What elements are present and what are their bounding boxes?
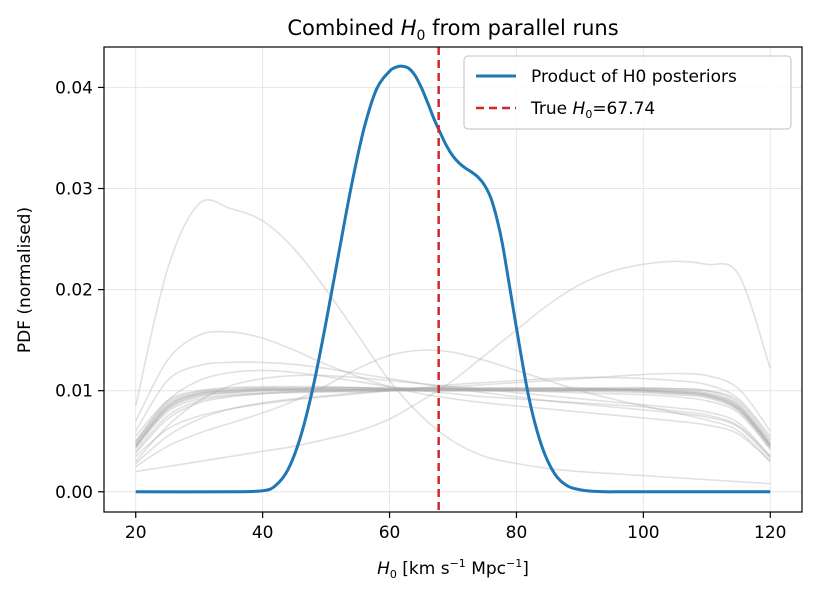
y-tick-label: 0.04 xyxy=(55,78,93,98)
run-posterior-line xyxy=(134,199,771,485)
product-posterior-line xyxy=(135,64,771,494)
run-posterior-line xyxy=(135,386,771,452)
x-tick-label: 40 xyxy=(252,523,274,543)
run-posterior-line xyxy=(135,387,771,454)
legend: Product of H0 posteriors True H0=67.74 xyxy=(463,55,792,130)
run-posterior-line xyxy=(135,387,771,446)
run-posterior-line xyxy=(135,387,771,445)
x-axis-label: H0 [km s−1 Mpc−1] xyxy=(377,557,529,581)
y-axis-ticks: 0.00 0.01 0.02 0.03 0.04 xyxy=(55,78,104,503)
run-posterior-line xyxy=(135,260,772,473)
run-posterior-line xyxy=(135,388,771,447)
legend-truth-label: True H0=67.74 xyxy=(530,99,655,121)
y-tick-label: 0.01 xyxy=(55,382,93,402)
run-posterior-line xyxy=(135,372,771,465)
x-axis-ticks: 20 40 60 80 100 120 xyxy=(125,512,786,543)
run-posterior-line xyxy=(135,386,771,449)
axes-frame xyxy=(103,46,803,513)
run-posterior-line xyxy=(135,386,771,446)
legend-box xyxy=(463,55,792,130)
legend-product-label: Product of H0 posteriors xyxy=(531,67,737,87)
y-tick-label: 0.00 xyxy=(55,483,93,503)
y-tick-label: 0.02 xyxy=(55,281,93,301)
run-posterior-line xyxy=(135,387,771,447)
chart-title: Combined H0 from parallel runs xyxy=(287,16,618,44)
run-posterior-line xyxy=(135,361,771,459)
run-posterior-line xyxy=(135,376,771,458)
y-tick-label: 0.03 xyxy=(55,180,93,200)
x-tick-label: 20 xyxy=(125,523,147,543)
run-posterior-line xyxy=(135,374,771,462)
run-posterior-line xyxy=(135,330,771,463)
run-posterior-line xyxy=(135,389,771,448)
x-tick-label: 100 xyxy=(627,523,659,543)
run-posterior-line xyxy=(135,385,771,450)
run-posteriors xyxy=(134,199,772,485)
run-posterior-line xyxy=(135,388,771,449)
run-posterior-line xyxy=(135,369,771,457)
x-tick-label: 60 xyxy=(379,523,401,543)
run-posterior-line xyxy=(135,349,771,468)
x-tick-label: 80 xyxy=(506,523,528,543)
x-tick-label: 120 xyxy=(754,523,786,543)
y-axis-label: PDF (normalised) xyxy=(15,207,35,353)
